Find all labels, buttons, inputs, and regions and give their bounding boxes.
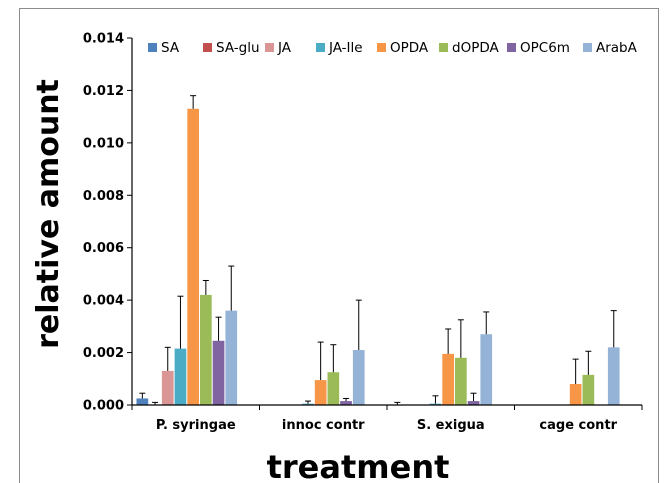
legend-label: dOPDA [452, 40, 499, 56]
bar [352, 349, 365, 405]
bar [136, 398, 149, 405]
y-tick-label: 0.006 [83, 241, 124, 256]
legend-swatch [583, 43, 592, 52]
bar [455, 357, 467, 405]
bar [174, 348, 187, 405]
bar [327, 372, 340, 405]
bar [569, 384, 582, 405]
bar [314, 380, 327, 405]
chart-frame [19, 8, 659, 483]
bar [225, 310, 238, 405]
bar [607, 347, 620, 405]
bar [161, 370, 174, 405]
legend-label: SA [161, 40, 180, 56]
x-tick-label: innoc contr [282, 418, 365, 433]
y-axis-title: relative amount [31, 79, 66, 349]
y-tick-label: 0.008 [83, 189, 124, 204]
legend-label: JA-Ile [328, 40, 363, 56]
legend: SA SA-glu JA JA-Ile OPDA dOPDA OPC6m ArabA [148, 40, 638, 56]
legend-label: OPDA [390, 40, 429, 56]
x-tick-label: P. syringae [156, 418, 236, 433]
bar [302, 403, 314, 405]
y-tick-label: 0.000 [83, 399, 124, 414]
x-axis-title: treatment [267, 448, 450, 483]
legend-item: SA-glu [203, 40, 260, 56]
bar [212, 340, 225, 405]
bar [442, 353, 454, 405]
legend-label: SA-glu [216, 40, 260, 56]
legend-item: ArabA [583, 40, 638, 56]
legend-swatch [203, 43, 212, 52]
legend-swatch [439, 43, 448, 52]
bar [429, 403, 442, 405]
y-tick-label: 0.010 [83, 136, 124, 151]
legend-swatch [316, 43, 325, 52]
bar [200, 294, 212, 405]
legend-label: OPC6m [520, 40, 570, 56]
legend-item: SA [148, 40, 180, 56]
bars [136, 108, 620, 406]
bar [480, 334, 493, 405]
y-tick-label: 0.004 [83, 294, 124, 309]
legend-item: JA [265, 40, 292, 56]
x-tick-label: S. exigua [417, 418, 485, 433]
y-tick-label: 0.014 [83, 32, 124, 47]
x-tick-label: cage contr [539, 418, 617, 433]
bar [582, 374, 595, 405]
legend-item: OPC6m [507, 40, 570, 56]
legend-swatch [377, 43, 386, 52]
y-tick-label: 0.002 [83, 346, 124, 361]
bar [340, 401, 352, 405]
y-tick-label: 0.012 [83, 84, 124, 99]
legend-swatch [507, 43, 516, 52]
tick-labels: 0.000 0.002 0.004 0.006 0.008 0.010 0.012 0.014… [83, 32, 618, 434]
legend-swatch [148, 43, 157, 52]
bar [467, 401, 480, 405]
legend-item: dOPDA [439, 40, 499, 56]
legend-label: ArabA [596, 40, 638, 56]
legend-swatch [265, 43, 274, 52]
legend-item: OPDA [377, 40, 429, 56]
bar [187, 108, 199, 406]
axes [131, 38, 643, 410]
y-axis-ticks [127, 37, 132, 406]
legend-item: JA-Ile [316, 40, 363, 56]
legend-label: JA [277, 40, 292, 56]
